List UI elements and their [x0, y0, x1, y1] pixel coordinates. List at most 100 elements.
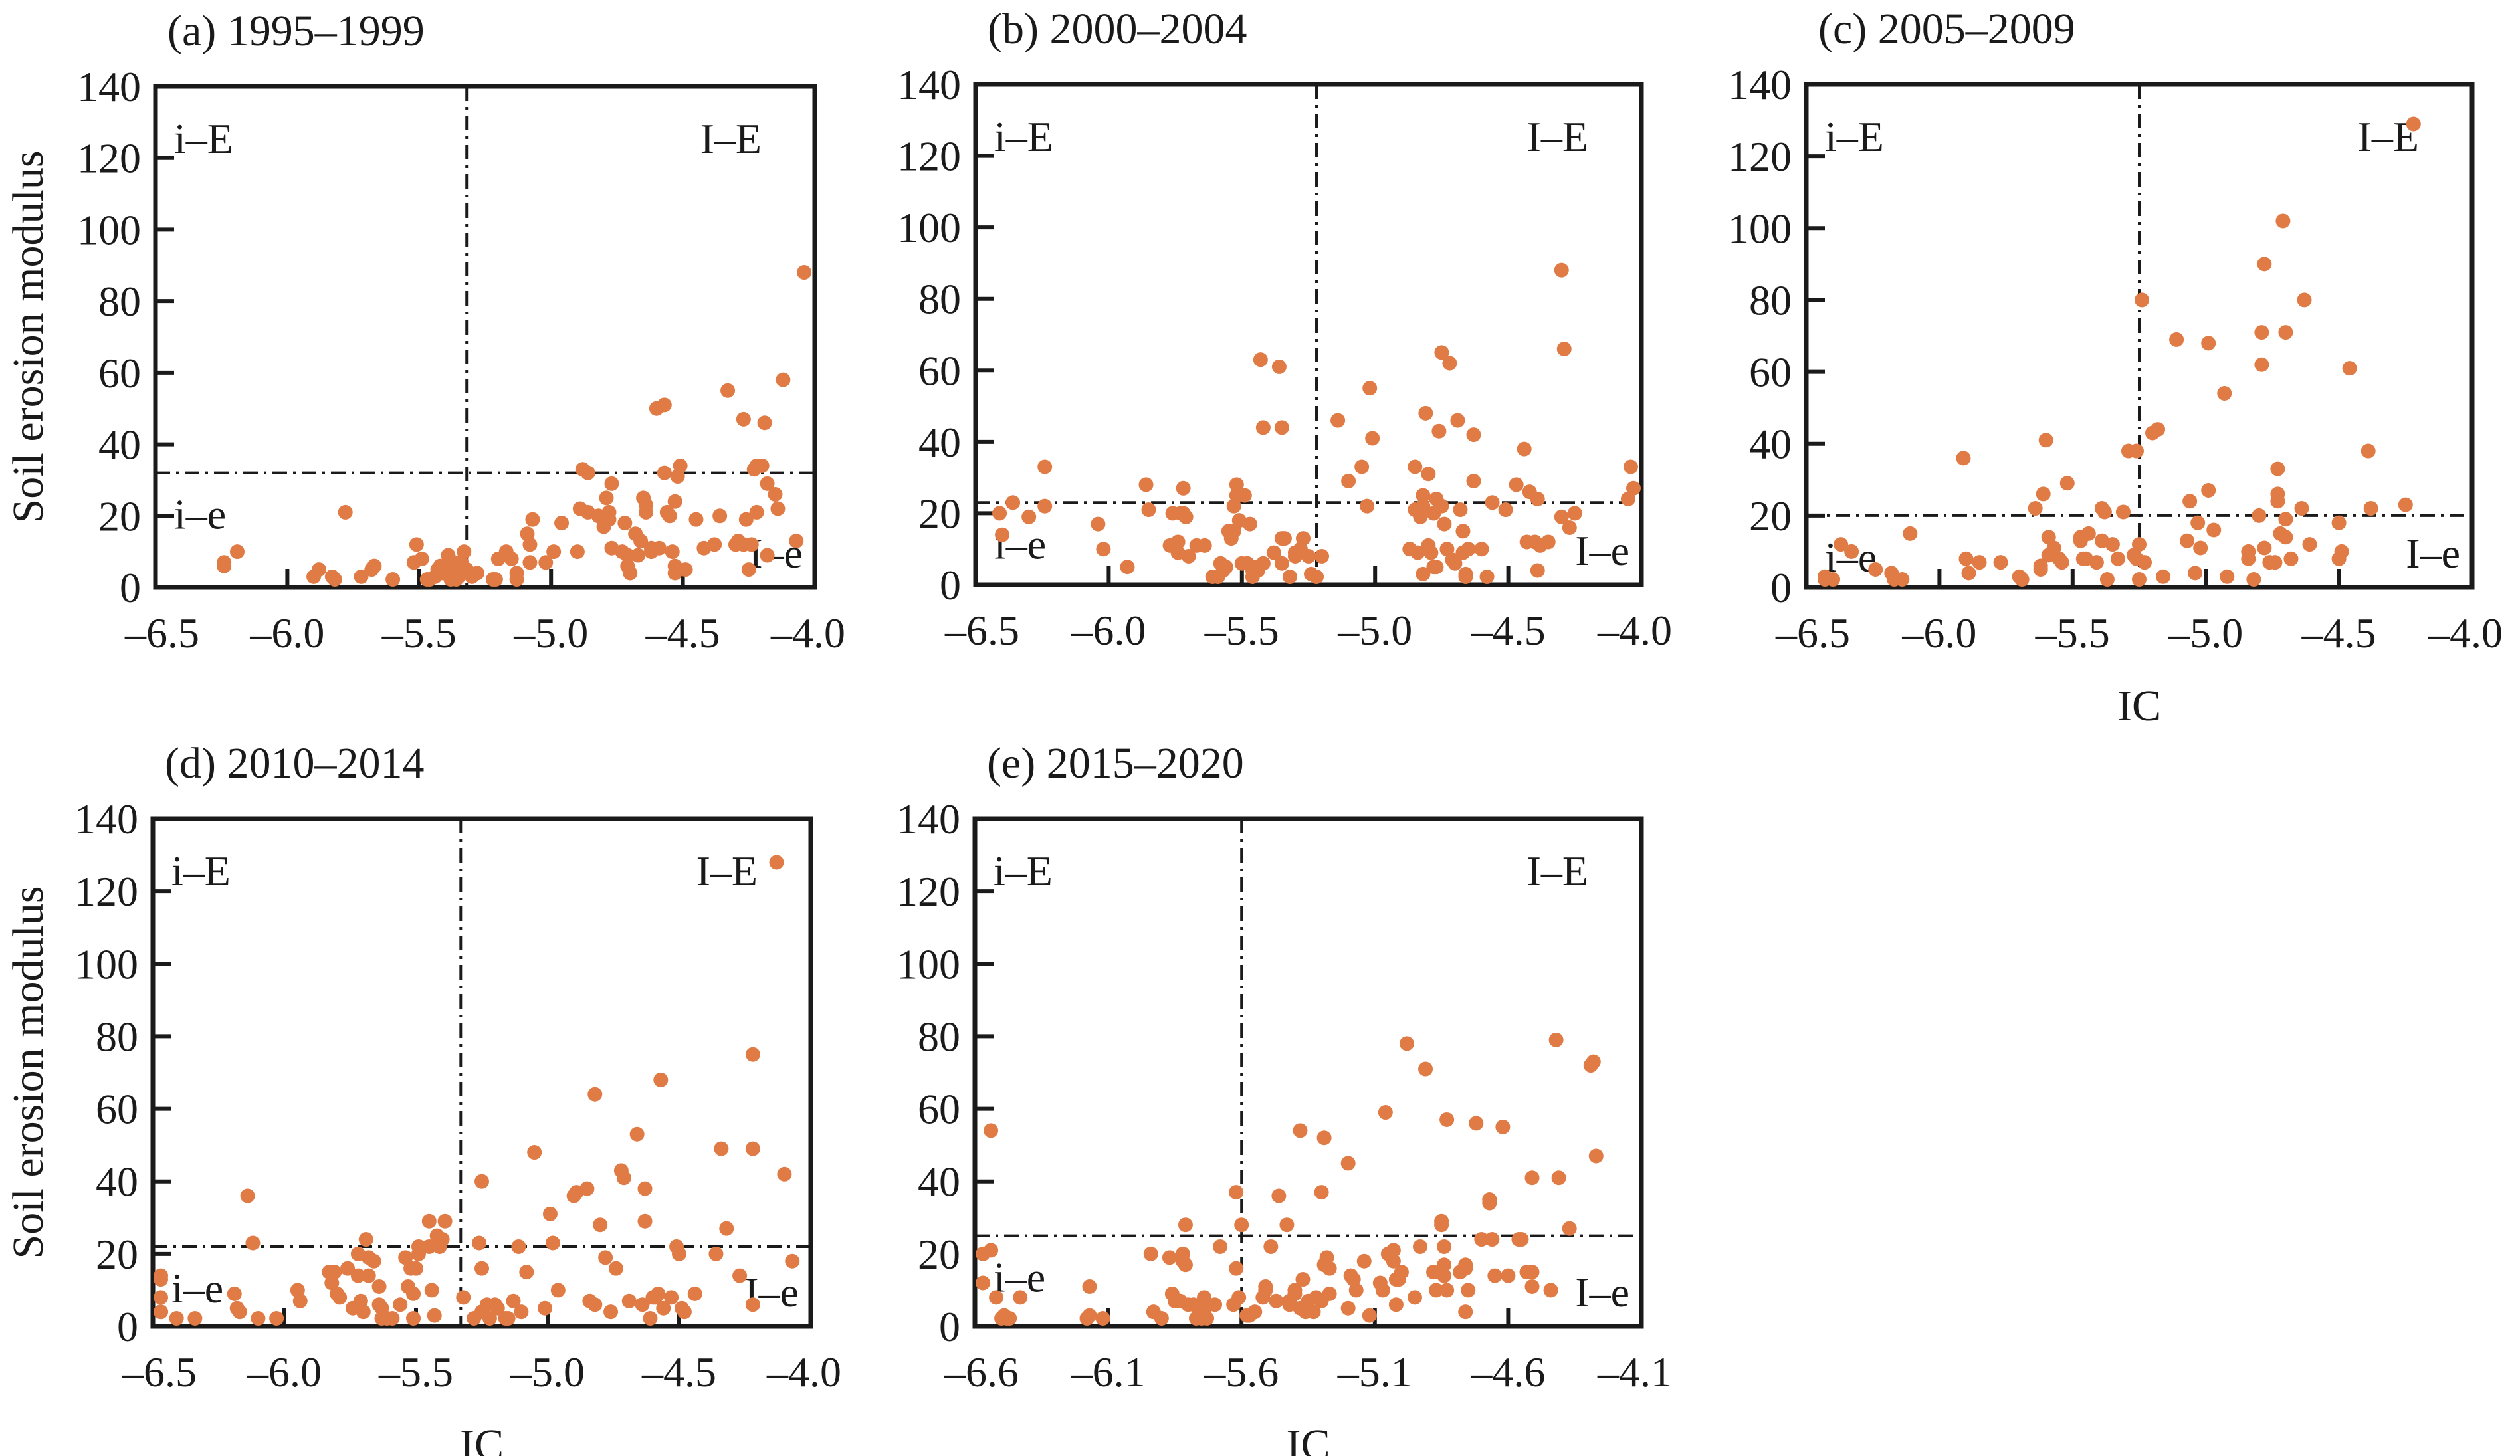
data-point [1354, 459, 1370, 474]
data-point [2135, 292, 2150, 308]
data-point [621, 1293, 637, 1308]
data-point [708, 1246, 724, 1261]
data-point [2201, 483, 2216, 498]
data-point [2254, 325, 2269, 340]
data-point [1514, 1232, 1529, 1247]
data-point [1348, 1283, 1364, 1298]
data-point [2220, 569, 2235, 584]
data-point [629, 1126, 645, 1142]
data-point [2036, 486, 2051, 502]
plot-frame [973, 82, 1644, 587]
x-tick-label: –6.0 [249, 609, 324, 657]
data-point [1394, 1265, 1409, 1280]
data-point [2257, 540, 2272, 556]
data-point [1469, 1116, 1484, 1131]
data-point [1487, 1268, 1503, 1283]
data-point [601, 504, 617, 520]
data-point [1540, 534, 1556, 550]
data-point [504, 551, 519, 566]
data-point [1554, 509, 1569, 524]
data-point [470, 566, 485, 581]
data-point [673, 458, 688, 473]
quadrant-label-bottom-left: i–e [171, 1265, 223, 1312]
data-point [1388, 1297, 1404, 1312]
data-point [579, 1181, 595, 1196]
panel-title: (e) 2015–2020 [987, 739, 1244, 787]
data-point [2302, 537, 2317, 552]
y-tick-label: 60 [918, 347, 961, 394]
y-tick-label: 60 [96, 1086, 138, 1133]
data-point [736, 411, 751, 427]
data-point [1200, 1311, 1215, 1326]
data-point [1482, 1192, 1497, 1207]
data-point [1274, 556, 1289, 571]
x-tick-label: –4.5 [1471, 607, 1546, 654]
data-point [714, 1141, 729, 1156]
data-point [1330, 413, 1346, 428]
data-point [1162, 1250, 1177, 1265]
data-point [1466, 427, 1481, 443]
data-point [984, 1123, 999, 1138]
data-point [217, 555, 232, 570]
x-tick-label: –6.1 [1071, 1348, 1146, 1396]
y-tick-label: 20 [918, 490, 961, 537]
y-tick-label: 120 [896, 868, 960, 915]
data-point [2097, 504, 2112, 520]
quadrant-label-top-left: i–E [994, 847, 1053, 894]
data-point [1556, 342, 1572, 357]
data-point [361, 1268, 376, 1283]
data-point [1154, 1311, 1169, 1326]
data-point [1485, 1232, 1500, 1247]
x-tick-label: –4.0 [766, 1348, 841, 1396]
data-point [1434, 498, 1449, 514]
data-point [292, 1293, 308, 1308]
data-point [1429, 1283, 1444, 1298]
data-point [1197, 538, 1212, 553]
data-point [760, 548, 775, 563]
data-point [631, 548, 646, 563]
data-point [1269, 1293, 1284, 1308]
data-point [1474, 1232, 1489, 1247]
data-point [154, 1268, 168, 1283]
data-point [1410, 545, 1425, 560]
data-point [154, 1290, 168, 1305]
data-point [1961, 566, 1976, 581]
data-point [1263, 1239, 1279, 1254]
data-point [488, 572, 503, 587]
data-point [2132, 537, 2147, 552]
data-point [1895, 572, 1910, 587]
panel-c: (c) 2005–2009 0 20 40 60 80 100 120 140 –6.5 –6.0 –… [1728, 5, 2503, 730]
x-tick-label: –4.0 [2428, 609, 2503, 657]
data-point [546, 544, 562, 560]
plot-frame [972, 816, 1644, 1329]
data-point [1408, 459, 1423, 474]
data-point [1178, 509, 1194, 524]
data-point [2038, 433, 2053, 448]
data-point [1231, 1290, 1247, 1305]
data-point [2278, 530, 2293, 545]
data-point [506, 1293, 521, 1308]
x-tick-label: –5.5 [1204, 607, 1279, 654]
data-point [1562, 520, 1577, 535]
data-point [688, 512, 704, 527]
y-tick-label: 120 [1728, 133, 1792, 180]
data-point [1844, 544, 1859, 559]
panel-title: (a) 1995–1999 [167, 7, 425, 55]
data-point [2182, 494, 2198, 509]
data-point [603, 1304, 619, 1320]
quadrant-label-bottom-right: I–e [1575, 527, 1629, 574]
data-point [1295, 1272, 1311, 1287]
data-point [2361, 443, 2376, 459]
data-point [651, 540, 667, 556]
data-point [1530, 491, 1545, 506]
x-tick-label: –4.5 [645, 609, 720, 657]
data-point [599, 490, 614, 506]
data-point [777, 1166, 792, 1182]
x-tick-label: –6.0 [1071, 607, 1146, 654]
data-point [490, 1300, 505, 1316]
data-point [1375, 1283, 1390, 1298]
data-point [719, 1221, 734, 1236]
data-point [667, 494, 682, 509]
data-point [230, 544, 245, 560]
data-point [406, 1311, 421, 1326]
